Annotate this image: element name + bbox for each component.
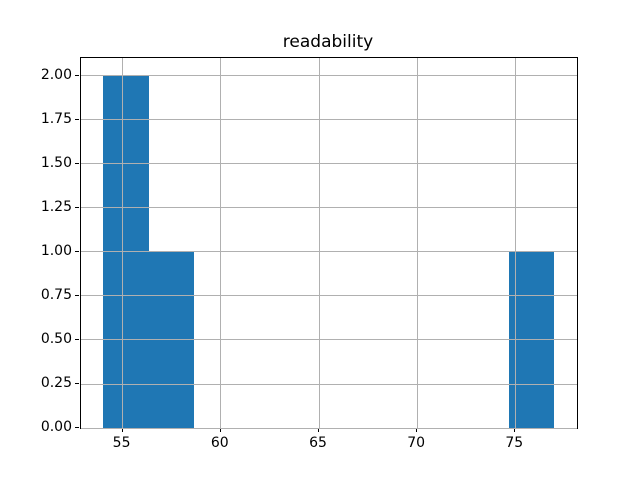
chart-title: readability bbox=[282, 32, 374, 52]
x-tick-mark bbox=[318, 428, 319, 432]
x-tick-label: 75 bbox=[505, 435, 524, 451]
y-tick-label: 0.50 bbox=[40, 330, 72, 347]
y-tick-label: 1.75 bbox=[40, 110, 72, 127]
y-gridline bbox=[81, 383, 577, 385]
y-gridline bbox=[81, 251, 577, 253]
x-tick-mark bbox=[121, 428, 123, 432]
x-gridline bbox=[514, 58, 516, 428]
x-gridline bbox=[220, 58, 222, 428]
y-gridline bbox=[81, 207, 577, 209]
y-tick-mark bbox=[75, 162, 79, 164]
y-tick-label: 1.25 bbox=[40, 198, 72, 215]
x-tick-mark bbox=[514, 428, 516, 432]
y-tick-mark bbox=[75, 74, 79, 76]
y-gridline bbox=[81, 75, 577, 77]
grid-layer bbox=[81, 58, 577, 429]
x-tick-label: 60 bbox=[210, 435, 229, 451]
x-gridline bbox=[318, 58, 320, 428]
y-tick-label: 0.25 bbox=[40, 375, 72, 391]
y-gridline bbox=[81, 163, 577, 165]
y-tick-mark bbox=[75, 250, 79, 252]
y-tick-label: 1.50 bbox=[40, 154, 72, 171]
x-tick-label: 55 bbox=[112, 435, 131, 451]
y-tick-mark bbox=[75, 294, 79, 296]
y-tick-label: 1.00 bbox=[40, 242, 72, 259]
y-gridline bbox=[81, 295, 577, 297]
x-gridline bbox=[122, 58, 124, 428]
y-tick-label: 2.00 bbox=[40, 66, 72, 83]
x-gridline bbox=[416, 58, 418, 428]
x-tick-mark bbox=[416, 428, 418, 432]
y-tick-mark bbox=[75, 338, 79, 340]
y-gridline bbox=[81, 339, 577, 341]
x-tick-label: 65 bbox=[309, 435, 327, 451]
y-tick-label: 0.00 bbox=[40, 419, 72, 435]
y-tick-mark bbox=[75, 383, 79, 384]
x-tick-mark bbox=[219, 428, 221, 432]
plot-area bbox=[80, 57, 578, 429]
x-tick-label: 70 bbox=[407, 435, 426, 451]
y-tick-mark bbox=[75, 427, 79, 428]
y-tick-mark bbox=[75, 206, 79, 208]
y-gridline bbox=[81, 427, 577, 429]
y-gridline bbox=[81, 119, 577, 121]
y-tick-mark bbox=[75, 118, 79, 120]
y-tick-label: 0.75 bbox=[40, 286, 72, 303]
